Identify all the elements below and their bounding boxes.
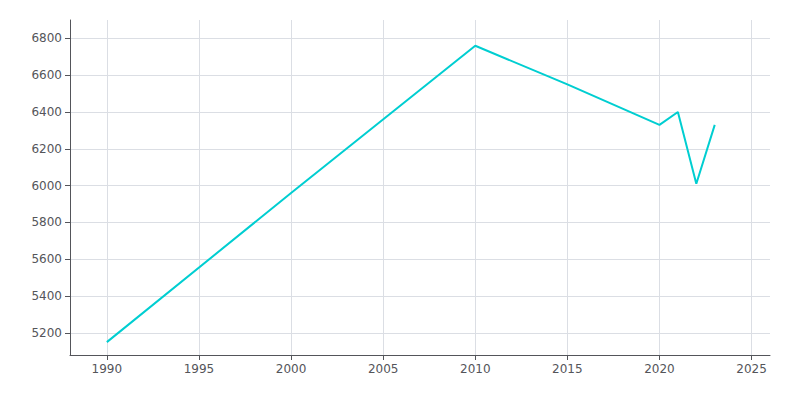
svg-text:6200: 6200 <box>31 142 62 156</box>
svg-text:6600: 6600 <box>31 68 62 82</box>
svg-text:5400: 5400 <box>31 289 62 303</box>
svg-text:5800: 5800 <box>31 215 62 229</box>
svg-text:1990: 1990 <box>92 362 123 376</box>
svg-text:2015: 2015 <box>552 362 583 376</box>
svg-text:6000: 6000 <box>31 179 62 193</box>
svg-text:2010: 2010 <box>460 362 491 376</box>
svg-text:5600: 5600 <box>31 252 62 266</box>
svg-text:6800: 6800 <box>31 31 62 45</box>
svg-text:2020: 2020 <box>644 362 675 376</box>
svg-text:1995: 1995 <box>184 362 215 376</box>
svg-text:5200: 5200 <box>31 326 62 340</box>
svg-text:2005: 2005 <box>368 362 399 376</box>
svg-text:2000: 2000 <box>276 362 307 376</box>
svg-text:6400: 6400 <box>31 105 62 119</box>
svg-text:2025: 2025 <box>736 362 767 376</box>
